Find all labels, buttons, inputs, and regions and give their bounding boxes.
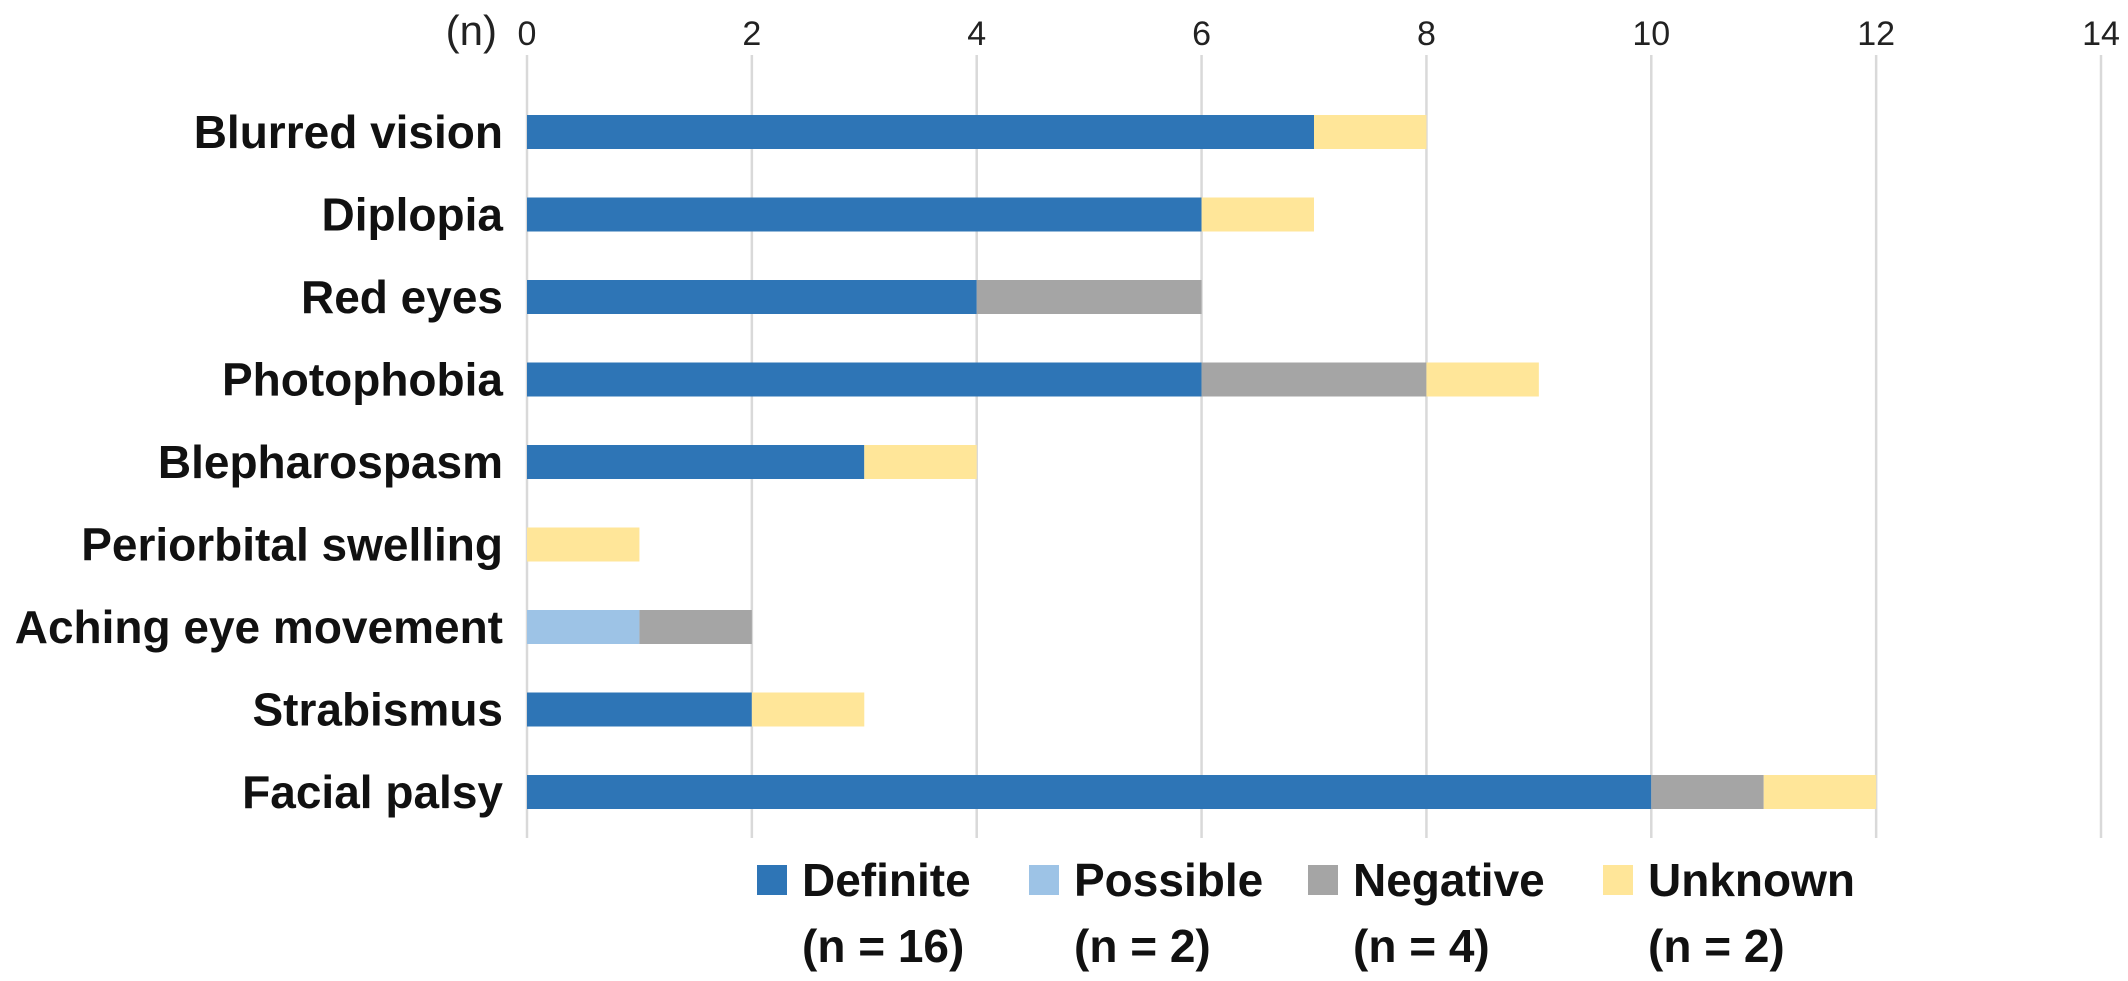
bar-segment-unknown <box>1426 362 1539 397</box>
bar-segment-unknown <box>751 692 865 727</box>
bar-segment-definite <box>527 775 1652 809</box>
bar-segment-unknown <box>1763 775 1877 809</box>
bar-segment-negative <box>976 280 1202 314</box>
legend-swatch-unknown <box>1603 865 1633 895</box>
legend-label: Unknown <box>1648 854 1855 906</box>
legend-count: (n = 2) <box>1648 920 1785 972</box>
x-tick-label: 14 <box>2082 15 2120 53</box>
bar-segment-definite <box>527 280 977 314</box>
legend-label: Definite <box>802 854 971 906</box>
category-label: Red eyes <box>301 271 503 323</box>
x-tick-labels: 0 2 4 6 8 10 12 14 <box>518 15 2120 53</box>
bar-segment-negative <box>1651 775 1764 809</box>
x-tick-label: 8 <box>1417 15 1436 53</box>
legend-count: (n = 16) <box>802 920 964 972</box>
category-label: Blepharospasm <box>158 436 503 488</box>
category-label: Blurred vision <box>194 106 503 158</box>
x-tick-label: 6 <box>1192 15 1211 53</box>
category-labels: Blurred vision Diplopia Red eyes Photophobi… <box>15 106 504 818</box>
bar-segment-unknown <box>1314 115 1427 149</box>
bar-segment-definite <box>527 115 1314 149</box>
bar-segment-definite <box>527 445 865 479</box>
bars <box>527 115 1877 809</box>
legend-label: Negative <box>1353 854 1545 906</box>
bar-segment-negative <box>1201 362 1427 397</box>
legend-count: (n = 2) <box>1074 920 1211 972</box>
bar-segment-unknown <box>527 527 640 562</box>
category-label: Aching eye movement <box>15 601 503 653</box>
legend-count: (n = 4) <box>1353 920 1490 972</box>
x-tick-label: 4 <box>967 15 986 53</box>
x-tick-label: 2 <box>742 15 761 53</box>
x-tick-label: 0 <box>518 15 537 53</box>
legend-label: Possible <box>1074 854 1263 906</box>
bar-segment-possible <box>527 610 640 644</box>
legend: Definite (n = 16) Possible (n = 2) Negative (… <box>757 854 1855 972</box>
bar-segment-negative <box>639 610 752 644</box>
category-label: Diplopia <box>322 189 504 241</box>
bar-segment-unknown <box>864 445 977 479</box>
category-label: Strabismus <box>252 684 503 736</box>
category-label: Periorbital swelling <box>81 519 503 571</box>
category-label: Photophobia <box>222 354 503 406</box>
bar-segment-unknown <box>1201 197 1314 232</box>
bar-segment-definite <box>527 197 1202 232</box>
axis-unit-label: (n) <box>446 7 497 54</box>
x-tick-label: 12 <box>1857 15 1895 53</box>
bar-segment-definite <box>527 362 1202 397</box>
category-label: Facial palsy <box>242 766 503 818</box>
legend-swatch-definite <box>757 865 787 895</box>
legend-swatch-negative <box>1308 865 1338 895</box>
x-tick-label: 10 <box>1632 15 1670 53</box>
bar-segment-definite <box>527 692 752 727</box>
legend-swatch-possible <box>1029 865 1059 895</box>
